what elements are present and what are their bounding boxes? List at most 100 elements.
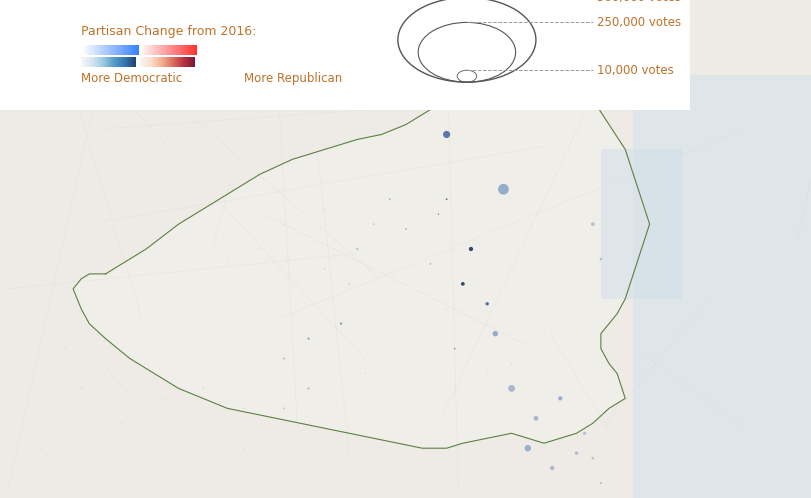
Bar xyxy=(135,45,137,55)
Bar xyxy=(118,45,121,55)
Bar xyxy=(141,45,144,55)
Bar xyxy=(153,45,155,55)
Point xyxy=(58,345,71,353)
Point xyxy=(504,384,517,392)
Bar xyxy=(95,45,97,55)
Point xyxy=(34,444,47,452)
Bar xyxy=(144,45,146,55)
Bar xyxy=(125,45,127,55)
Bar xyxy=(157,45,160,55)
Text: More Republican: More Republican xyxy=(243,72,341,85)
Point xyxy=(156,394,169,402)
Point xyxy=(529,414,542,422)
Point xyxy=(318,205,331,213)
Bar xyxy=(130,45,132,55)
Bar xyxy=(176,45,178,55)
Polygon shape xyxy=(73,50,649,448)
Point xyxy=(480,370,493,377)
Point xyxy=(302,384,315,392)
Bar xyxy=(183,45,186,55)
Bar xyxy=(181,45,183,55)
Point xyxy=(350,245,363,253)
Bar xyxy=(106,45,109,55)
Bar xyxy=(633,75,811,498)
Bar xyxy=(97,45,100,55)
Point xyxy=(253,245,266,253)
Bar xyxy=(81,45,84,55)
Point xyxy=(156,305,169,313)
Bar xyxy=(105,45,106,55)
Point xyxy=(586,220,599,228)
Bar xyxy=(187,45,190,55)
Point xyxy=(504,360,517,368)
Bar xyxy=(186,45,187,55)
Point xyxy=(75,384,88,392)
Bar xyxy=(114,45,116,55)
Point xyxy=(456,280,469,288)
Bar xyxy=(121,45,122,55)
Bar xyxy=(84,45,86,55)
Point xyxy=(577,429,590,437)
Point xyxy=(496,185,509,193)
Point xyxy=(334,320,347,328)
Bar xyxy=(86,45,88,55)
Point xyxy=(480,300,493,308)
Bar xyxy=(190,45,192,55)
Point xyxy=(440,305,453,313)
Point xyxy=(399,225,412,233)
Bar xyxy=(109,45,111,55)
Point xyxy=(302,335,315,343)
Point xyxy=(399,394,412,402)
Bar xyxy=(132,45,135,55)
Bar xyxy=(151,45,153,55)
Point xyxy=(464,245,477,253)
Point xyxy=(131,454,144,462)
Bar xyxy=(171,45,174,55)
Point xyxy=(358,370,371,377)
Point xyxy=(594,479,607,487)
Text: More Democratic: More Democratic xyxy=(81,72,182,85)
Point xyxy=(594,255,607,263)
Point xyxy=(237,404,250,412)
Point xyxy=(488,330,501,338)
Point xyxy=(448,345,461,353)
Point xyxy=(423,260,436,268)
Point xyxy=(431,210,444,218)
Text: 250,000 votes: 250,000 votes xyxy=(596,16,680,29)
Bar xyxy=(122,45,125,55)
Bar xyxy=(0,0,689,110)
Point xyxy=(440,195,453,203)
Bar xyxy=(90,45,92,55)
Bar xyxy=(127,45,130,55)
Bar xyxy=(195,45,197,55)
Point xyxy=(545,464,558,472)
Point xyxy=(569,449,582,457)
Bar xyxy=(139,45,141,55)
Bar xyxy=(111,45,114,55)
Point xyxy=(237,444,250,452)
Bar xyxy=(137,45,139,55)
Text: Partisan Change from 2016:: Partisan Change from 2016: xyxy=(81,25,256,38)
Point xyxy=(537,330,550,338)
Bar xyxy=(600,149,681,299)
Bar xyxy=(92,45,95,55)
Point xyxy=(277,220,290,228)
Point xyxy=(115,419,128,427)
Bar xyxy=(165,45,167,55)
Point xyxy=(115,320,128,328)
Point xyxy=(172,434,185,442)
Point xyxy=(342,280,355,288)
Bar xyxy=(174,45,176,55)
Bar xyxy=(148,45,151,55)
Point xyxy=(561,295,574,303)
Point xyxy=(586,454,599,462)
Point xyxy=(196,280,209,288)
Bar xyxy=(167,45,169,55)
Point xyxy=(277,404,290,412)
Point xyxy=(196,384,209,392)
Bar xyxy=(160,45,162,55)
Point xyxy=(277,355,290,363)
Point xyxy=(221,255,234,263)
Text: 10,000 votes: 10,000 votes xyxy=(596,64,673,77)
Point xyxy=(521,444,534,452)
